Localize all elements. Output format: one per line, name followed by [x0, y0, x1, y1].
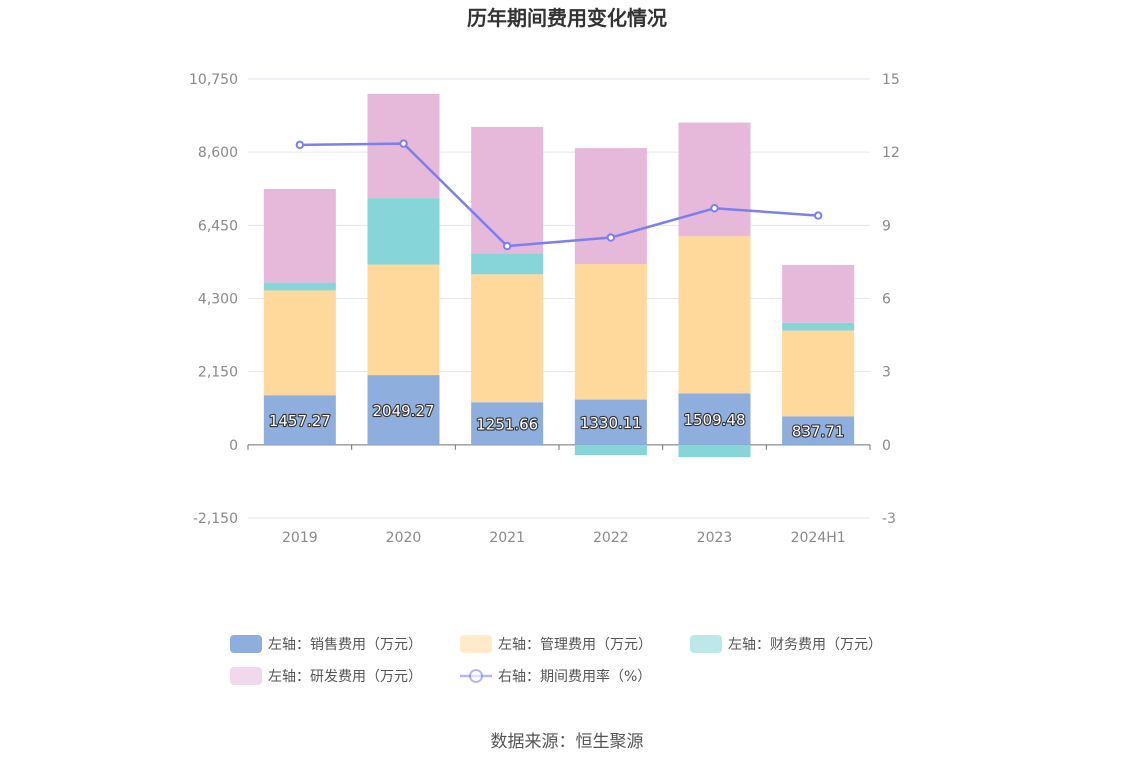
x-axis-category-label: 2021 [489, 530, 525, 546]
bar-segment[interactable] [367, 264, 440, 376]
rate-point[interactable] [295, 140, 305, 150]
legend-label: 左轴：财务费用（万元） [728, 637, 882, 653]
bar-segment[interactable] [574, 148, 647, 265]
legend-swatch [460, 635, 492, 653]
rate-line [299, 142, 819, 248]
right-axis-tick-label: -3 [882, 511, 896, 527]
legend-marker [469, 669, 483, 683]
bar-segment[interactable] [782, 264, 855, 323]
right-axis-tick-label: 3 [882, 365, 891, 381]
data-labels: 1457.27 2049.27 1251.66 1330.11 1509.48 837.7… [268, 401, 846, 442]
right-axis-tick-label: 0 [882, 438, 891, 454]
left-axis-tick-label: 2,150 [198, 365, 238, 381]
rate-point[interactable] [399, 139, 408, 148]
legend-label: 左轴：销售费用（万元） [268, 637, 422, 653]
bar-segment[interactable] [367, 375, 440, 445]
bar-series [263, 93, 855, 458]
legend-item[interactable]: 左轴：销售费用（万元） [230, 635, 422, 653]
grid-lines [248, 78, 870, 519]
legend-label: 右轴：期间费用率（%） [498, 668, 651, 685]
bar-segment[interactable] [471, 253, 544, 275]
bar-segment[interactable] [782, 416, 855, 445]
bar-segment[interactable] [574, 264, 647, 400]
bar-segment[interactable] [678, 393, 751, 445]
bar-data-label: 1251.66 [476, 416, 538, 434]
legend-label: 左轴：管理费用（万元） [498, 637, 652, 653]
bar-data-label: 2049.27 [372, 402, 434, 420]
bar-segment[interactable] [574, 399, 647, 445]
x-axis-category-label: 2023 [697, 530, 733, 546]
x-axis-category-label: 2022 [593, 530, 629, 546]
bar-segment[interactable] [678, 236, 751, 394]
bar-segment[interactable] [471, 402, 544, 445]
legend-item[interactable]: 左轴：财务费用（万元） [690, 635, 882, 653]
right-axis-tick-label: 9 [882, 218, 891, 234]
rate-point[interactable] [710, 204, 719, 213]
x-axis-category-label: 2019 [282, 530, 318, 546]
bar-segment[interactable] [782, 330, 855, 417]
bar-segment[interactable] [367, 198, 440, 265]
bar-segment[interactable] [574, 444, 647, 456]
data-source-text: 数据来源：恒生聚源 [491, 732, 644, 752]
left-axis-tick-label: 0 [229, 438, 238, 454]
bar-segment[interactable] [782, 322, 855, 331]
left-axis-tick-label: 8,600 [198, 145, 238, 161]
rate-point[interactable] [813, 211, 823, 220]
x-axis-category-label: 2020 [386, 530, 422, 546]
bar-segment[interactable] [263, 189, 336, 283]
x-axis-category-label: 2024H1 [791, 530, 846, 546]
rate-point[interactable] [502, 241, 512, 251]
bar-data-label: 837.71 [792, 423, 845, 441]
line-series [295, 139, 823, 251]
right-axis-tick-label: 12 [882, 145, 900, 161]
bar-segment[interactable] [471, 274, 544, 403]
legend-swatch [230, 635, 262, 653]
bar-segment[interactable] [263, 282, 336, 291]
legend-swatch [230, 667, 262, 685]
bar-data-label: 1509.48 [683, 411, 745, 429]
bar-segment[interactable] [678, 122, 751, 237]
axes: -2,150 0 2,150 4,300 6,450 8,600 10,750 -3 0 3 6 9 1… [189, 72, 900, 546]
bar-segment[interactable] [471, 126, 544, 254]
legend-item[interactable]: 左轴：管理费用（万元） [460, 635, 652, 653]
bar-segment[interactable] [263, 395, 336, 445]
right-axis-tick-label: 6 [882, 292, 891, 308]
chart-title: 历年期间费用变化情况 [467, 6, 667, 30]
bar-data-label: 1330.11 [580, 414, 642, 432]
bar-segment[interactable] [678, 444, 751, 458]
legend: 左轴：销售费用（万元） 左轴：管理费用（万元） 左轴：财务费用（万元） 左轴：研发费用… [230, 635, 882, 685]
left-axis-tick-label: -2,150 [193, 511, 238, 527]
legend-swatch [690, 635, 722, 653]
bar-segment[interactable] [263, 290, 336, 396]
legend-item[interactable]: 左轴：研发费用（万元） [230, 667, 422, 685]
left-axis-tick-label: 10,750 [189, 72, 238, 88]
right-axis-tick-label: 15 [882, 72, 900, 88]
legend-label: 左轴：研发费用（万元） [268, 669, 422, 685]
rate-point[interactable] [606, 233, 616, 242]
left-axis-tick-label: 6,450 [198, 218, 238, 234]
legend-item[interactable]: 右轴：期间费用率（%） [460, 668, 651, 685]
left-axis-tick-label: 4,300 [198, 292, 238, 308]
bar-data-label: 1457.27 [269, 412, 331, 430]
